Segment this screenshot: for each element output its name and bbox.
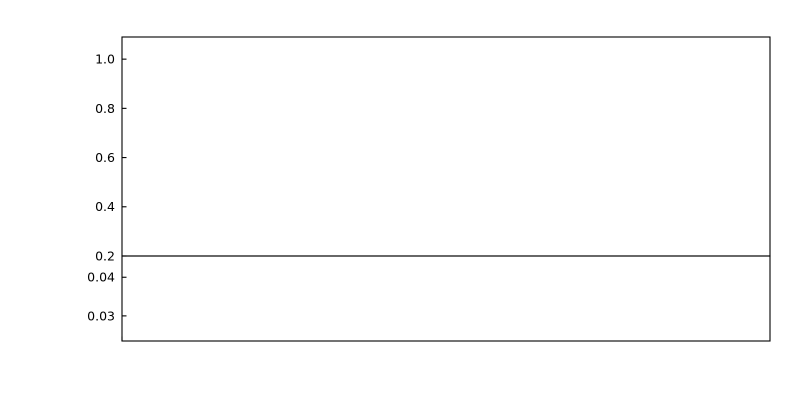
spectrum-axes-frame	[121, 36, 771, 257]
spectrum-ytick-label: 0.4	[95, 199, 115, 214]
spectrum-ytick-label: 0.8	[95, 101, 115, 116]
spectrum-ytick-label: 1.0	[95, 52, 115, 67]
spectrum-ytick-label: 0.6	[95, 150, 115, 165]
error-ytick-label: 0.04	[87, 270, 115, 285]
error-axes-frame	[121, 255, 771, 342]
error-ytick-label: 0.03	[87, 308, 115, 323]
spectrum-ytick-label: 0.2	[95, 248, 115, 263]
